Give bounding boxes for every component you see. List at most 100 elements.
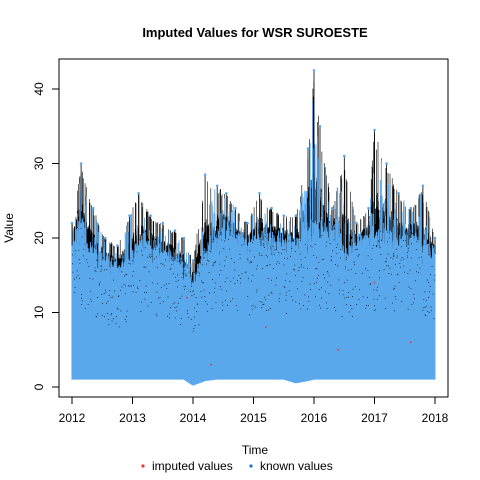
- known-point: [226, 277, 228, 279]
- known-point: [378, 240, 380, 242]
- known-point: [374, 305, 375, 307]
- known-point: [432, 244, 433, 246]
- known-point: [315, 281, 317, 283]
- x-tick-label: 2013: [119, 411, 146, 425]
- known-point: [174, 302, 176, 304]
- known-point: [411, 243, 412, 245]
- known-point: [106, 302, 107, 304]
- known-point: [111, 313, 112, 315]
- known-point: [336, 247, 338, 248]
- known-point: [86, 262, 88, 264]
- known-point: [286, 258, 288, 260]
- known-point: [172, 273, 174, 275]
- known-point: [103, 257, 104, 259]
- known-point: [323, 258, 325, 260]
- known-point: [265, 299, 267, 300]
- known-point: [214, 262, 216, 264]
- known-point: [99, 283, 100, 285]
- known-point: [168, 283, 170, 284]
- known-point: [99, 281, 101, 283]
- known-point: [336, 252, 338, 254]
- known-point: [94, 270, 96, 271]
- known-peak-point: [191, 259, 195, 262]
- known-point: [352, 288, 354, 290]
- known-point: [126, 310, 128, 312]
- known-point: [88, 237, 90, 239]
- known-point: [284, 257, 285, 259]
- known-point: [303, 267, 305, 268]
- known-point: [161, 287, 162, 289]
- known-point: [388, 273, 390, 274]
- known-point: [215, 261, 216, 262]
- known-point: [133, 284, 134, 286]
- known-point: [167, 315, 168, 317]
- known-point: [78, 250, 80, 251]
- known-point: [316, 257, 317, 258]
- known-point: [284, 286, 286, 288]
- known-point: [408, 286, 410, 288]
- known-point: [256, 268, 257, 270]
- known-point: [126, 316, 127, 317]
- known-point: [300, 263, 302, 265]
- known-point: [118, 295, 120, 297]
- known-point: [368, 276, 370, 278]
- known-point: [181, 259, 182, 261]
- known-point: [89, 244, 91, 246]
- known-point: [206, 310, 208, 312]
- known-point: [183, 285, 185, 287]
- known-point: [113, 260, 115, 262]
- known-peak-point: [215, 184, 219, 188]
- known-point: [230, 230, 232, 231]
- known-point: [164, 265, 165, 266]
- known-point: [198, 324, 200, 326]
- known-point: [232, 235, 234, 237]
- known-point: [200, 290, 202, 292]
- known-point: [225, 256, 227, 258]
- known-point: [362, 272, 363, 274]
- legend-label: known values: [260, 459, 333, 473]
- known-point: [211, 308, 213, 310]
- known-point: [141, 254, 143, 256]
- known-point: [233, 262, 235, 263]
- known-point: [329, 243, 331, 244]
- known-point: [341, 316, 343, 317]
- known-peak-point: [137, 192, 140, 195]
- known-point: [393, 288, 394, 290]
- known-point: [176, 260, 178, 262]
- known-point: [171, 258, 172, 260]
- known-point: [346, 257, 347, 258]
- known-point: [325, 245, 327, 247]
- known-point: [137, 288, 139, 289]
- series-line-known-peaks: [72, 101, 434, 293]
- imputed-point: [264, 326, 267, 329]
- known-point: [273, 237, 274, 239]
- known-point: [397, 274, 399, 276]
- known-point: [196, 303, 198, 305]
- known-point: [227, 304, 228, 306]
- known-point: [299, 236, 301, 238]
- known-point: [366, 305, 368, 306]
- known-point: [434, 275, 436, 276]
- known-point: [263, 244, 264, 246]
- known-point: [403, 265, 405, 267]
- known-point: [373, 244, 374, 246]
- known-peak-point: [433, 236, 437, 240]
- known-point: [298, 270, 300, 272]
- known-point: [407, 273, 409, 274]
- known-point: [261, 307, 262, 308]
- known-point: [96, 260, 98, 261]
- known-point: [156, 291, 158, 293]
- known-point: [266, 237, 268, 239]
- known-point: [255, 306, 257, 308]
- known-point: [412, 233, 413, 234]
- known-point: [251, 305, 253, 307]
- known-point: [219, 286, 221, 288]
- known-point: [394, 288, 395, 289]
- known-point: [222, 248, 224, 250]
- known-point: [300, 240, 301, 242]
- known-point: [352, 296, 353, 297]
- known-point: [149, 256, 151, 258]
- known-point: [262, 304, 264, 305]
- known-point: [130, 263, 131, 265]
- known-peak-point: [270, 206, 273, 210]
